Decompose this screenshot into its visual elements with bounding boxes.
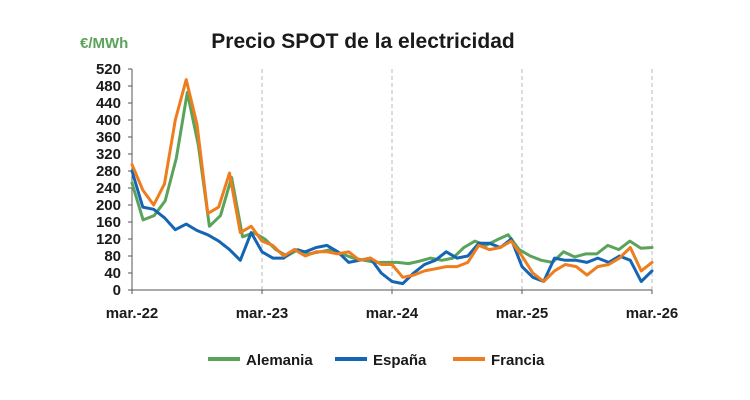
- series-line-alemania: [130, 90, 654, 266]
- x-tick-label: mar.-23: [236, 305, 289, 322]
- y-tick-label: 320: [96, 146, 121, 163]
- y-tick-label: 440: [96, 95, 121, 112]
- legend: Alemania España Francia: [208, 352, 545, 369]
- unit-label: €/MWh: [80, 35, 128, 52]
- y-tick-label: 240: [96, 180, 121, 197]
- chart-title: Precio SPOT de la electricidad: [211, 30, 514, 53]
- y-tick-label: 80: [104, 248, 121, 265]
- legend-label-españa: España: [373, 352, 427, 369]
- y-tick-label: 280: [96, 163, 121, 180]
- x-axis-ticks: mar.-22 mar.-23 mar.-24 mar.-25 mar.-26: [106, 290, 679, 322]
- legend-label-alemania: Alemania: [246, 352, 313, 369]
- legend-label-francia: Francia: [491, 352, 545, 369]
- y-tick-label: 40: [104, 265, 121, 282]
- y-tick-label: 0: [113, 282, 121, 299]
- y-tick-label: 400: [96, 112, 121, 129]
- series-lines: [130, 78, 654, 286]
- x-tick-label: mar.-25: [496, 305, 549, 322]
- y-tick-label: 120: [96, 231, 121, 248]
- y-tick-label: 200: [96, 197, 121, 214]
- y-tick-label: 520: [96, 61, 121, 78]
- series-line-francia: [130, 78, 654, 283]
- y-tick-label: 160: [96, 214, 121, 231]
- y-tick-label: 480: [96, 78, 121, 95]
- x-tick-label: mar.-22: [106, 305, 159, 322]
- series-line-españa: [130, 169, 654, 286]
- x-tick-label: mar.-24: [366, 305, 419, 322]
- x-tick-label: mar.-26: [626, 305, 679, 322]
- y-tick-label: 360: [96, 129, 121, 146]
